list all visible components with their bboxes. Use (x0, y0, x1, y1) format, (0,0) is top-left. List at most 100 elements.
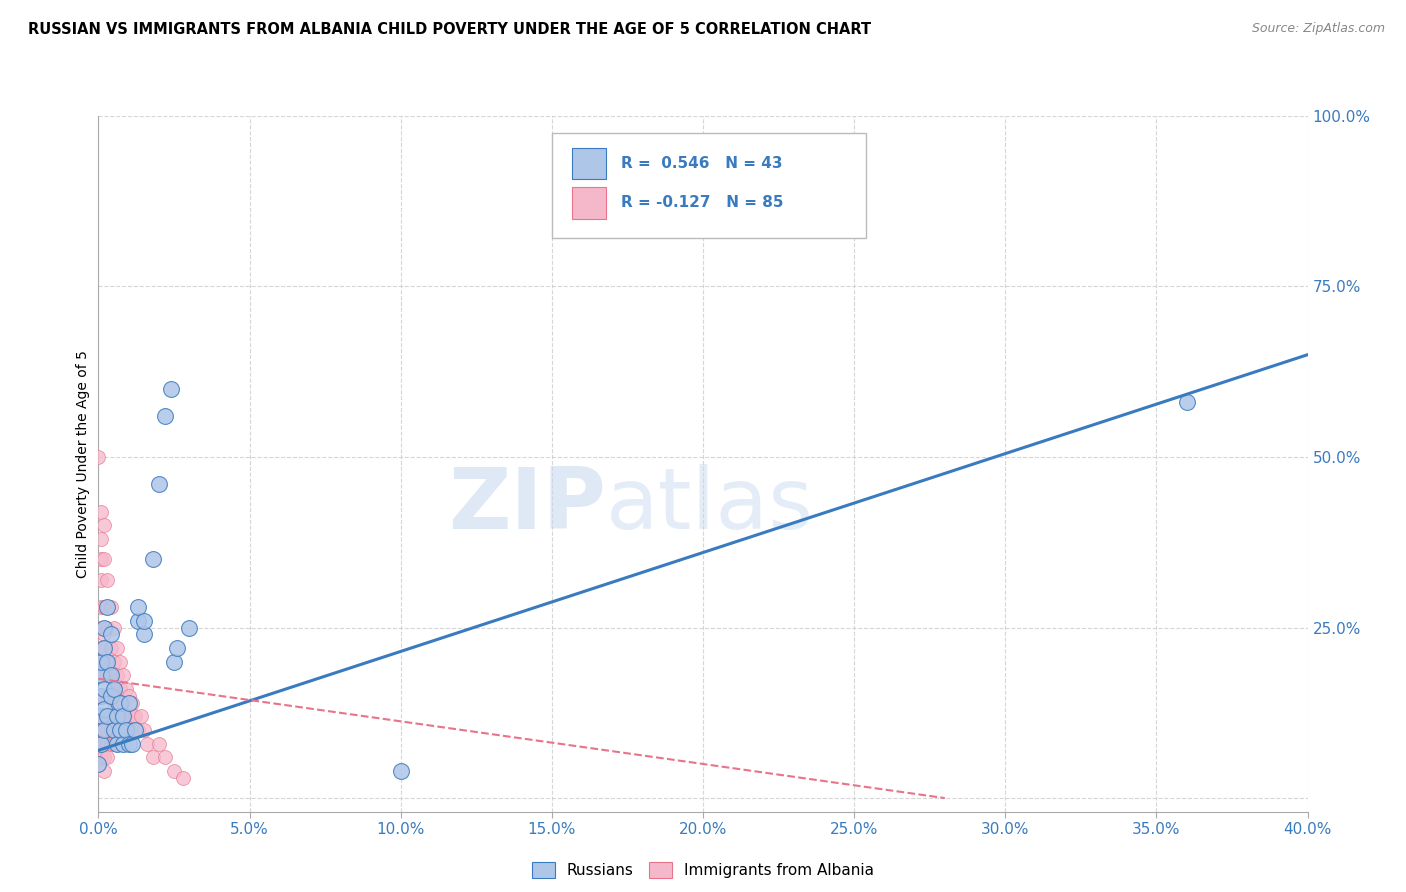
Point (100, 709, 122, 723)
Point (163, 764, 186, 778)
Point (124, 709, 146, 723)
Point (96, 689, 118, 703)
Point (177, 621, 201, 635)
Point (96, 668, 118, 682)
Point (100, 627, 122, 641)
Point (105, 709, 128, 723)
Point (93, 681, 115, 696)
Point (153, 409, 176, 423)
Point (127, 614, 149, 628)
Point (121, 709, 143, 723)
Point (90, 573, 112, 587)
Point (114, 723, 136, 737)
Point (100, 689, 122, 703)
Point (100, 640, 122, 655)
Point (114, 709, 136, 723)
Point (103, 681, 125, 696)
Point (90, 640, 112, 655)
Point (111, 737, 134, 751)
Point (389, 764, 412, 778)
Point (93, 518, 115, 533)
Point (105, 737, 128, 751)
Point (93, 723, 115, 737)
Point (105, 668, 128, 682)
Point (148, 737, 170, 751)
Point (1175, 395, 1198, 409)
Point (142, 750, 165, 764)
Text: R = -0.127   N = 85: R = -0.127 N = 85 (621, 195, 783, 211)
Point (118, 696, 141, 710)
Point (142, 552, 165, 566)
Point (90, 668, 112, 682)
Point (148, 477, 170, 491)
Point (90, 655, 112, 669)
Point (172, 771, 194, 785)
Point (90, 750, 112, 764)
Point (105, 723, 128, 737)
Point (108, 655, 131, 669)
Point (93, 723, 115, 737)
Point (105, 737, 128, 751)
Point (108, 681, 131, 696)
Point (166, 640, 188, 655)
Point (118, 737, 141, 751)
Point (132, 614, 155, 628)
Point (90, 532, 112, 546)
Point (90, 737, 112, 751)
Point (90, 552, 112, 566)
Point (96, 723, 118, 737)
Point (103, 737, 125, 751)
Point (96, 600, 118, 615)
Text: RUSSIAN VS IMMIGRANTS FROM ALBANIA CHILD POVERTY UNDER THE AGE OF 5 CORRELATION : RUSSIAN VS IMMIGRANTS FROM ALBANIA CHILD… (28, 22, 872, 37)
Point (105, 696, 128, 710)
Point (135, 737, 157, 751)
Point (100, 668, 122, 682)
Point (121, 737, 143, 751)
Point (96, 709, 118, 723)
Point (111, 668, 134, 682)
Point (90, 689, 112, 703)
Point (103, 696, 125, 710)
Point (93, 552, 115, 566)
Point (96, 655, 118, 669)
Point (93, 627, 115, 641)
Point (103, 723, 125, 737)
Point (100, 668, 122, 682)
Point (93, 689, 115, 703)
Point (96, 655, 118, 669)
Point (127, 723, 149, 737)
FancyBboxPatch shape (551, 134, 866, 238)
Point (103, 709, 125, 723)
Point (111, 723, 134, 737)
Point (111, 709, 134, 723)
Point (90, 621, 112, 635)
Text: atlas: atlas (606, 464, 814, 547)
Point (96, 750, 118, 764)
Point (93, 702, 115, 716)
Bar (572, 147, 606, 179)
Point (132, 627, 155, 641)
Point (103, 655, 125, 669)
Point (105, 640, 128, 655)
Point (93, 764, 115, 778)
Text: Source: ZipAtlas.com: Source: ZipAtlas.com (1251, 22, 1385, 36)
Point (93, 655, 115, 669)
Point (93, 640, 115, 655)
Point (90, 709, 112, 723)
Point (160, 382, 183, 396)
Point (132, 723, 155, 737)
Point (124, 723, 146, 737)
Point (100, 689, 122, 703)
Point (90, 737, 112, 751)
Point (93, 600, 115, 615)
Legend: Russians, Immigrants from Albania: Russians, Immigrants from Albania (526, 856, 880, 884)
Point (90, 689, 112, 703)
Point (111, 696, 134, 710)
Bar (572, 187, 606, 219)
Point (100, 600, 122, 615)
Point (118, 723, 141, 737)
Point (103, 681, 125, 696)
Text: ZIP: ZIP (449, 464, 606, 547)
Point (127, 600, 149, 615)
Point (90, 723, 112, 737)
